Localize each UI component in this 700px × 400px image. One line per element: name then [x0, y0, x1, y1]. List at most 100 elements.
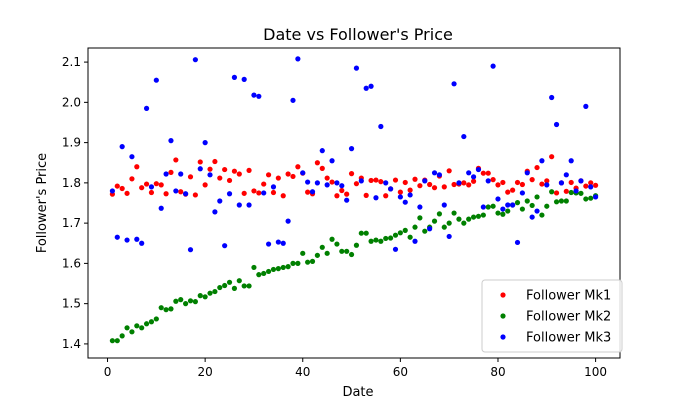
point-mk2: [549, 189, 555, 195]
x-axis-ticks: 0 20 40 60 80 100: [104, 358, 607, 379]
point-mk2: [383, 235, 389, 242]
plot-frame: [87, 47, 621, 359]
point-mk1: [207, 166, 213, 172]
point-mk3: [314, 180, 320, 186]
y-tick-label: 1.9: [62, 136, 81, 150]
point-mk2: [153, 316, 159, 322]
point-mk1: [397, 189, 403, 195]
point-mk3: [388, 186, 394, 192]
legend-marker-mk3: [500, 334, 506, 340]
point-mk3: [344, 197, 350, 203]
point-mk3: [261, 190, 267, 196]
point-mk2: [309, 258, 316, 264]
legend-label-mk2: Follower Mk2: [526, 310, 611, 325]
x-tick-label: 20: [197, 365, 212, 379]
point-mk2: [285, 264, 291, 270]
point-mk1: [593, 182, 599, 188]
point-mk1: [495, 182, 501, 188]
point-mk3: [519, 190, 525, 196]
point-mk2: [163, 307, 169, 313]
point-mk2: [373, 237, 379, 243]
point-mk2: [339, 248, 345, 254]
point-mk3: [534, 208, 540, 214]
point-mk3: [431, 170, 438, 176]
point-mk2: [412, 224, 418, 230]
point-mk2: [265, 268, 272, 275]
point-mk1: [588, 180, 594, 186]
point-mk3: [407, 192, 413, 198]
point-mk2: [539, 212, 545, 218]
point-mk1: [485, 170, 491, 176]
point-mk2: [475, 213, 482, 219]
point-mk2: [348, 251, 355, 258]
point-mk3: [539, 158, 545, 164]
point-mk1: [202, 182, 208, 188]
y-tick-label: 1.8: [62, 176, 81, 190]
point-mk3: [334, 180, 340, 186]
point-mk3: [436, 172, 443, 178]
y-tick-label: 1.5: [62, 297, 81, 311]
point-mk3: [441, 202, 447, 208]
point-mk1: [544, 178, 550, 184]
point-mk2: [124, 325, 130, 331]
point-mk3: [363, 85, 369, 91]
point-mk2: [534, 194, 540, 200]
point-mk1: [353, 181, 360, 187]
x-tick-label: 80: [490, 365, 505, 379]
point-mk2: [324, 250, 330, 256]
point-mk2: [241, 283, 247, 289]
point-mk2: [183, 301, 189, 307]
point-mk1: [148, 189, 155, 196]
point-mk3: [300, 170, 306, 176]
point-mk3: [505, 202, 511, 208]
point-mk3: [134, 236, 140, 242]
point-mk1: [480, 170, 486, 176]
point-mk2: [344, 248, 350, 254]
point-mk3: [187, 247, 194, 253]
point-mk1: [363, 192, 369, 198]
point-mk2: [588, 195, 594, 201]
point-mk1: [402, 179, 408, 186]
point-mk3: [451, 81, 457, 87]
point-mk1: [158, 182, 164, 188]
point-mk3: [568, 158, 574, 164]
point-mk3: [475, 166, 482, 173]
point-mk3: [470, 174, 477, 180]
y-tick-label: 1.7: [62, 216, 81, 230]
point-mk3: [329, 158, 335, 164]
point-mk2: [446, 220, 452, 226]
point-mk2: [568, 189, 574, 196]
point-mk2: [168, 306, 174, 312]
x-tick-label: 60: [393, 365, 408, 379]
point-mk1: [334, 193, 340, 199]
point-mk2: [456, 216, 462, 222]
point-mk3: [143, 105, 150, 111]
point-mk3: [319, 148, 325, 154]
point-mk1: [466, 182, 472, 188]
point-mk3: [148, 184, 155, 190]
point-mk3: [529, 214, 535, 220]
point-mk1: [305, 189, 311, 195]
point-mk3: [383, 180, 389, 186]
point-mk3: [353, 65, 360, 71]
point-mk3: [226, 191, 233, 197]
legend-box: [481, 279, 623, 353]
point-mk3: [588, 184, 594, 190]
point-mk1: [261, 181, 267, 187]
point-mk1: [368, 177, 374, 184]
point-mk3: [368, 83, 374, 89]
point-mk3: [114, 234, 120, 240]
point-mk1: [451, 181, 457, 188]
point-mk1: [417, 183, 423, 189]
point-mk2: [388, 235, 394, 241]
point-mk1: [129, 176, 135, 182]
point-mk2: [485, 204, 491, 210]
point-mk2: [553, 199, 560, 205]
point-mk2: [290, 260, 296, 266]
point-mk1: [251, 188, 257, 194]
point-mk1: [168, 169, 174, 175]
point-mk3: [412, 238, 418, 244]
point-mk2: [231, 285, 238, 291]
point-mk3: [246, 202, 252, 208]
point-mk2: [451, 210, 457, 216]
